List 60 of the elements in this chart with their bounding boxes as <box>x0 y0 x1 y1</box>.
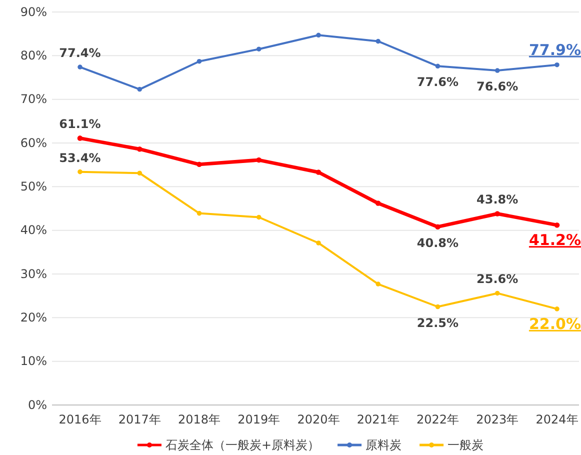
legend-label: 石炭全体（一般炭+原料炭） <box>165 438 320 452</box>
point <box>137 170 142 176</box>
y-tick-label: 60% <box>20 136 47 150</box>
point <box>376 38 381 44</box>
x-tick-label: 2018年 <box>178 412 221 427</box>
point <box>435 304 440 310</box>
point <box>554 306 560 312</box>
point <box>494 290 500 296</box>
data-label: 40.8% <box>416 236 459 250</box>
y-tick-label: 80% <box>20 48 47 63</box>
data-label: 77.9% <box>528 40 581 59</box>
point <box>435 224 440 230</box>
y-tick-label: 0% <box>28 398 47 412</box>
x-tick-label: 2022年 <box>416 412 460 427</box>
point <box>316 170 322 175</box>
point <box>77 136 83 141</box>
data-label: 77.4% <box>59 46 101 60</box>
point <box>375 200 381 206</box>
x-tick-label: 2023年 <box>476 412 519 427</box>
data-label: 41.2% <box>528 231 581 250</box>
point <box>196 162 202 168</box>
data-label: 22.5% <box>416 316 459 330</box>
point <box>256 46 262 52</box>
data-label: 76.6% <box>476 80 518 94</box>
point <box>78 64 82 70</box>
point <box>78 169 82 174</box>
data-label: 25.6% <box>476 272 518 286</box>
point <box>376 282 381 286</box>
data-label: 53.4% <box>59 150 101 165</box>
data-label: 43.8% <box>476 192 518 207</box>
y-tick-label: 20% <box>20 310 47 325</box>
point <box>554 62 560 68</box>
legend-label: 原料炭 <box>366 438 402 452</box>
legend-label: 一般炭 <box>448 438 484 452</box>
point <box>316 240 321 246</box>
point <box>494 211 500 216</box>
point <box>435 64 440 69</box>
y-tick-label: 70% <box>20 92 47 106</box>
point <box>494 68 500 73</box>
x-tick-label: 2021年 <box>356 412 400 427</box>
x-tick-label: 2024年 <box>536 412 578 427</box>
x-tick-label: 2016年 <box>58 412 102 427</box>
point <box>196 210 202 216</box>
data-label: 61.1% <box>59 117 101 132</box>
x-tick-label: 2019年 <box>238 412 280 427</box>
y-tick-label: 40% <box>20 223 47 238</box>
point <box>256 157 262 163</box>
data-label: 22.0% <box>528 314 581 333</box>
point <box>196 58 202 64</box>
y-tick-label: 30% <box>20 266 47 281</box>
point <box>316 32 321 38</box>
point <box>256 214 262 220</box>
y-tick-label: 90% <box>20 4 47 19</box>
point <box>554 222 560 228</box>
y-tick-label: 50% <box>20 180 47 194</box>
x-tick-label: 2020年 <box>297 412 340 427</box>
y-tick-label: 10% <box>20 354 47 368</box>
point <box>137 86 142 92</box>
x-tick-label: 2017年 <box>118 412 161 427</box>
data-label: 77.6% <box>416 75 459 90</box>
